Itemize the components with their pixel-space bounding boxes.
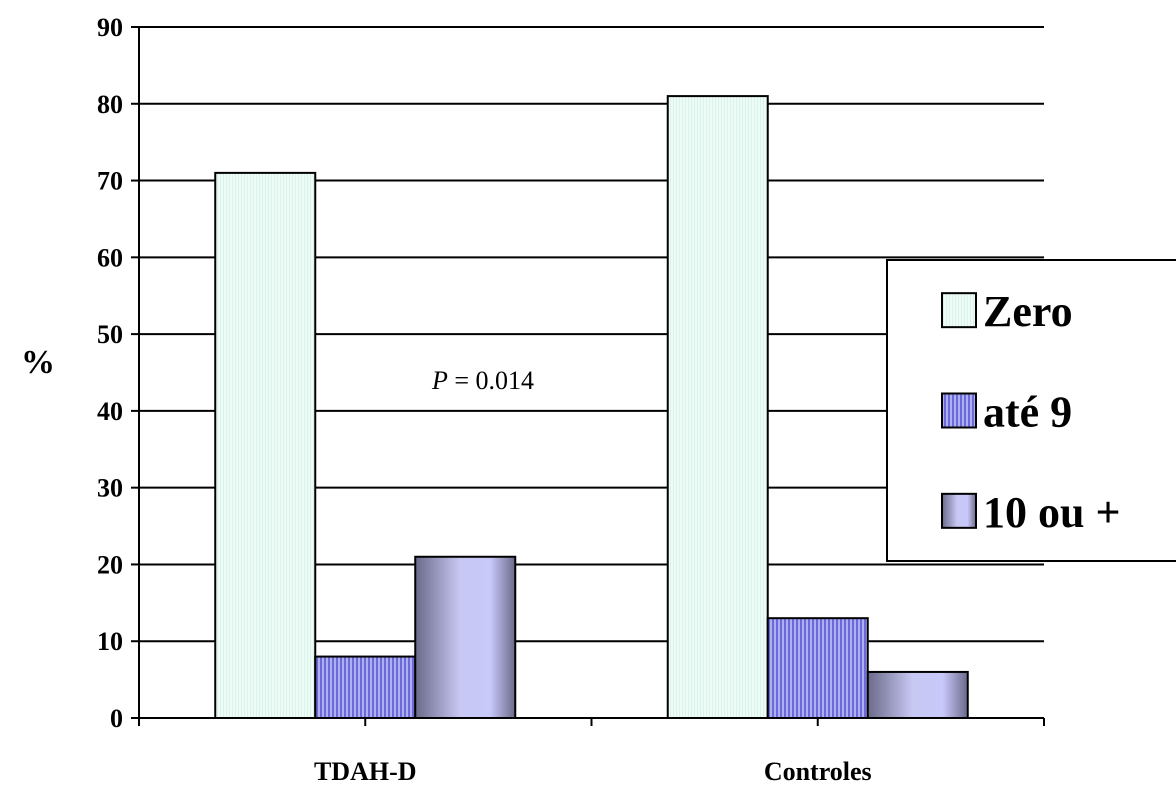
bar bbox=[866, 670, 969, 720]
y-axis: 0 10 20 30 40 50 60 70 80 90 bbox=[97, 13, 140, 733]
legend-box bbox=[886, 259, 1176, 562]
y-tick-label: 90 bbox=[97, 13, 123, 42]
legend-label: 10 ou + bbox=[983, 488, 1121, 537]
y-tick-label: 50 bbox=[97, 320, 123, 349]
y-axis-label: % bbox=[21, 344, 55, 381]
bar bbox=[766, 617, 869, 720]
p-value-annotation: P = 0.014 bbox=[431, 366, 534, 395]
p-value-text: = 0.014 bbox=[448, 366, 534, 395]
y-tick-label: 30 bbox=[97, 474, 123, 503]
x-axis: TDAH-D Controles bbox=[138, 717, 1045, 786]
legend-swatch bbox=[941, 392, 977, 429]
y-tick-label: 80 bbox=[97, 90, 123, 119]
bar bbox=[414, 555, 517, 719]
y-tick-label: 20 bbox=[97, 550, 123, 579]
bar bbox=[214, 171, 317, 719]
y-tick-label: 70 bbox=[97, 167, 123, 196]
y-tick-label: 40 bbox=[97, 397, 123, 426]
p-value-symbol: P bbox=[431, 366, 448, 395]
legend-label: até 9 bbox=[983, 388, 1072, 437]
x-category-label: Controles bbox=[764, 757, 872, 786]
legend-swatch bbox=[941, 492, 977, 529]
x-category-label: TDAH-D bbox=[314, 757, 417, 786]
legend-swatch bbox=[941, 292, 977, 329]
y-tick-label: 60 bbox=[97, 243, 123, 272]
bar bbox=[314, 655, 417, 719]
y-tick-label: 10 bbox=[97, 627, 123, 656]
bars bbox=[214, 95, 969, 720]
legend-label: Zero bbox=[983, 287, 1073, 336]
legend: Zero até 9 10 ou + bbox=[886, 259, 1176, 562]
bar bbox=[666, 95, 769, 720]
y-tick-label: 0 bbox=[110, 704, 123, 733]
